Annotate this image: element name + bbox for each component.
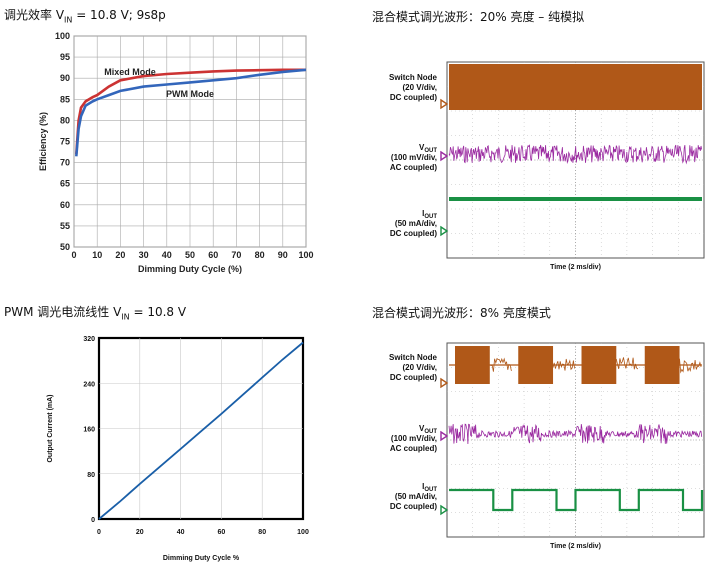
efficiency-y-tick-label: 75 — [60, 137, 70, 147]
mixed-mode-line — [75, 68, 306, 155]
trace-ground-marker — [440, 225, 449, 237]
trace-coupling-label: DC coupled) — [390, 93, 437, 102]
iout-trace — [449, 197, 702, 201]
waveform-20pct-title: 混合模式调光波形：20% 亮度 – 纯模拟 — [372, 10, 585, 24]
linearity-y-axis-label: Output Current (mA) — [47, 394, 54, 462]
efficiency-x-tick-label: 100 — [298, 250, 313, 260]
switch-node-idle-noise — [679, 358, 702, 374]
trace-coupling-label: DC coupled) — [390, 502, 437, 511]
linearity-x-tick-label: 20 — [136, 529, 144, 536]
linearity-chart-title: PWM 调光电流线性 VIN = 10.8 V — [4, 305, 187, 322]
linearity-x-tick-label: 100 — [297, 529, 309, 536]
linearity-x-tick-label: 60 — [218, 529, 226, 536]
efficiency-y-tick-label: 100 — [55, 31, 70, 41]
efficiency-y-tick-label: 65 — [60, 179, 70, 189]
efficiency-x-axis-label: Dimming Duty Cycle (%) — [138, 264, 242, 274]
switch-node-idle-noise — [489, 357, 512, 372]
trace-coupling-label: AC coupled) — [390, 444, 437, 453]
iout-square-trace — [449, 488, 704, 512]
scope-time-label: Time (2 ms/div) — [550, 264, 601, 271]
efficiency-y-axis-label: Efficiency (%) — [38, 112, 48, 171]
linearity-y-tick-label: 320 — [83, 336, 95, 343]
trace-label: Switch Node — [389, 73, 438, 82]
efficiency-y-tick-label: 95 — [60, 52, 70, 62]
trace-scale-label: (20 V/div, — [402, 83, 437, 92]
trace-label: VOUT — [419, 143, 437, 154]
trace-ground-marker — [440, 504, 449, 516]
linearity-y-tick-label: 0 — [91, 517, 95, 524]
vout-trace — [448, 423, 703, 445]
efficiency-x-tick-label: 30 — [139, 250, 149, 260]
trace-coupling-label: DC coupled) — [390, 229, 437, 238]
trace-label: VOUT — [419, 424, 437, 435]
trace-label: IOUT — [422, 482, 437, 493]
trace-coupling-label: DC coupled) — [390, 373, 437, 382]
linearity-x-axis-label: Dimming Duty Cycle % — [163, 555, 240, 562]
trace-label: IOUT — [422, 209, 437, 220]
vout-trace — [448, 144, 703, 165]
efficiency-x-tick-label: 70 — [231, 250, 241, 260]
waveform-8pct-title: 混合模式调光波形：8% 亮度模式 — [372, 306, 551, 320]
efficiency-y-tick-label: 60 — [60, 200, 70, 210]
trace-ground-marker — [440, 377, 449, 389]
efficiency-y-tick-label: 90 — [60, 73, 70, 83]
efficiency-y-tick-label: 55 — [60, 221, 70, 231]
trace-ground-marker — [440, 150, 449, 162]
linearity-y-tick-label: 240 — [83, 381, 95, 388]
trace-ground-marker — [440, 98, 449, 110]
trace-scale-label: (100 mV/div, — [391, 153, 437, 162]
switch-node-trace — [449, 64, 702, 110]
trace-scale-label: (20 V/div, — [402, 363, 437, 372]
efficiency-chart-title: 调光效率 VIN = 10.8 V; 9s8p — [4, 8, 166, 25]
efficiency-x-tick-label: 60 — [208, 250, 218, 260]
trace-scale-label: (50 mA/div, — [395, 492, 437, 501]
trace-ground-marker — [440, 430, 449, 442]
efficiency-x-tick-label: 80 — [255, 250, 265, 260]
linearity-x-tick-label: 0 — [97, 529, 101, 536]
efficiency-x-tick-label: 90 — [278, 250, 288, 260]
linearity-y-tick-label: 80 — [87, 472, 95, 479]
trace-scale-label: (100 mV/div, — [391, 434, 437, 443]
efficiency-x-tick-label: 0 — [71, 250, 76, 260]
efficiency-y-tick-label: 80 — [60, 115, 70, 125]
switch-node-idle-noise — [615, 357, 639, 370]
efficiency-x-tick-label: 50 — [185, 250, 195, 260]
linearity-x-tick-label: 40 — [177, 529, 185, 536]
linearity-y-tick-label: 160 — [83, 427, 95, 434]
linearity-x-tick-label: 80 — [258, 529, 266, 536]
efficiency-y-tick-label: 70 — [60, 158, 70, 168]
efficiency-y-tick-label: 50 — [60, 242, 70, 252]
trace-label: Switch Node — [389, 353, 438, 362]
trace-coupling-label: AC coupled) — [390, 163, 437, 172]
efficiency-x-tick-label: 40 — [162, 250, 172, 260]
efficiency-x-tick-label: 10 — [92, 250, 102, 260]
output-current-line — [98, 341, 304, 520]
scope-time-label: Time (2 ms/div) — [550, 543, 601, 550]
trace-scale-label: (50 mA/div, — [395, 219, 437, 228]
pwm-mode-line — [75, 68, 307, 157]
mixed-mode-label: Mixed Mode — [104, 67, 156, 77]
efficiency-x-tick-label: 20 — [115, 250, 125, 260]
efficiency-y-tick-label: 85 — [60, 94, 70, 104]
pwm-mode-label: PWM Mode — [166, 89, 214, 99]
